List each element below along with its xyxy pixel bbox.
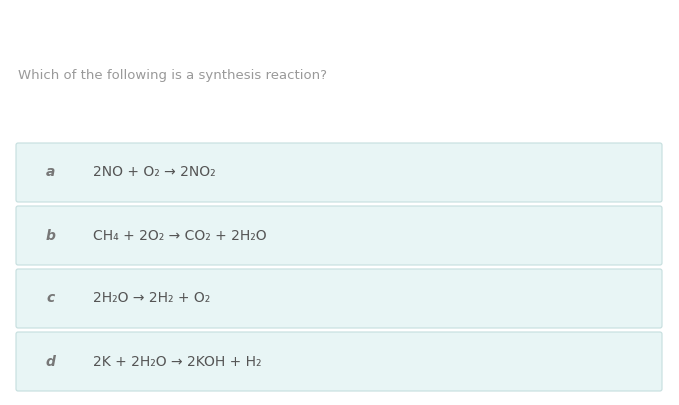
Text: c: c [46,292,54,305]
Text: 2K + 2H₂O → 2KOH + H₂: 2K + 2H₂O → 2KOH + H₂ [93,354,261,369]
Text: Which of the following is a synthesis reaction?: Which of the following is a synthesis re… [18,68,327,81]
FancyBboxPatch shape [16,269,662,328]
Text: 2NO + O₂ → 2NO₂: 2NO + O₂ → 2NO₂ [93,166,216,179]
Text: CH₄ + 2O₂ → CO₂ + 2H₂O: CH₄ + 2O₂ → CO₂ + 2H₂O [93,228,267,243]
FancyBboxPatch shape [16,143,662,202]
FancyBboxPatch shape [16,332,662,391]
FancyBboxPatch shape [16,206,662,265]
Text: a: a [46,166,56,179]
Text: d: d [46,354,56,369]
Text: 2H₂O → 2H₂ + O₂: 2H₂O → 2H₂ + O₂ [93,292,210,305]
Text: b: b [46,228,56,243]
